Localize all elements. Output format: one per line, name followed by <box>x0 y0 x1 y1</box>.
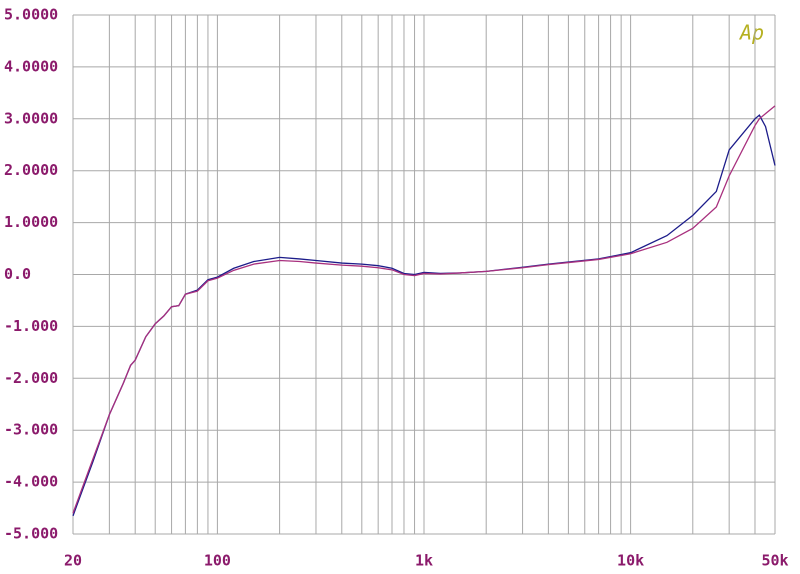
y-tick-label: -5.000 <box>4 525 58 543</box>
x-tick-label: 100 <box>204 552 231 570</box>
y-tick-label: -2.000 <box>4 369 58 387</box>
x-tick-label: 50k <box>761 552 788 570</box>
ap-logo: Ap <box>738 21 764 45</box>
y-tick-label: -1.000 <box>4 317 58 335</box>
series-line <box>72 105 776 514</box>
x-tick-label: 10k <box>617 552 644 570</box>
y-tick-label: 0.0 <box>4 265 31 283</box>
y-tick-label: 3.0000 <box>4 109 58 127</box>
y-tick-label: -3.000 <box>4 421 58 439</box>
y-tick-label: 1.0000 <box>4 213 58 231</box>
y-tick-label: 4.0000 <box>4 57 58 75</box>
x-tick-label: 1k <box>415 552 433 570</box>
y-tick-label: 5.0000 <box>4 6 58 24</box>
y-tick-label: 2.0000 <box>4 161 58 179</box>
y-tick-label: -4.000 <box>4 473 58 491</box>
x-tick-label: 20 <box>64 552 82 570</box>
